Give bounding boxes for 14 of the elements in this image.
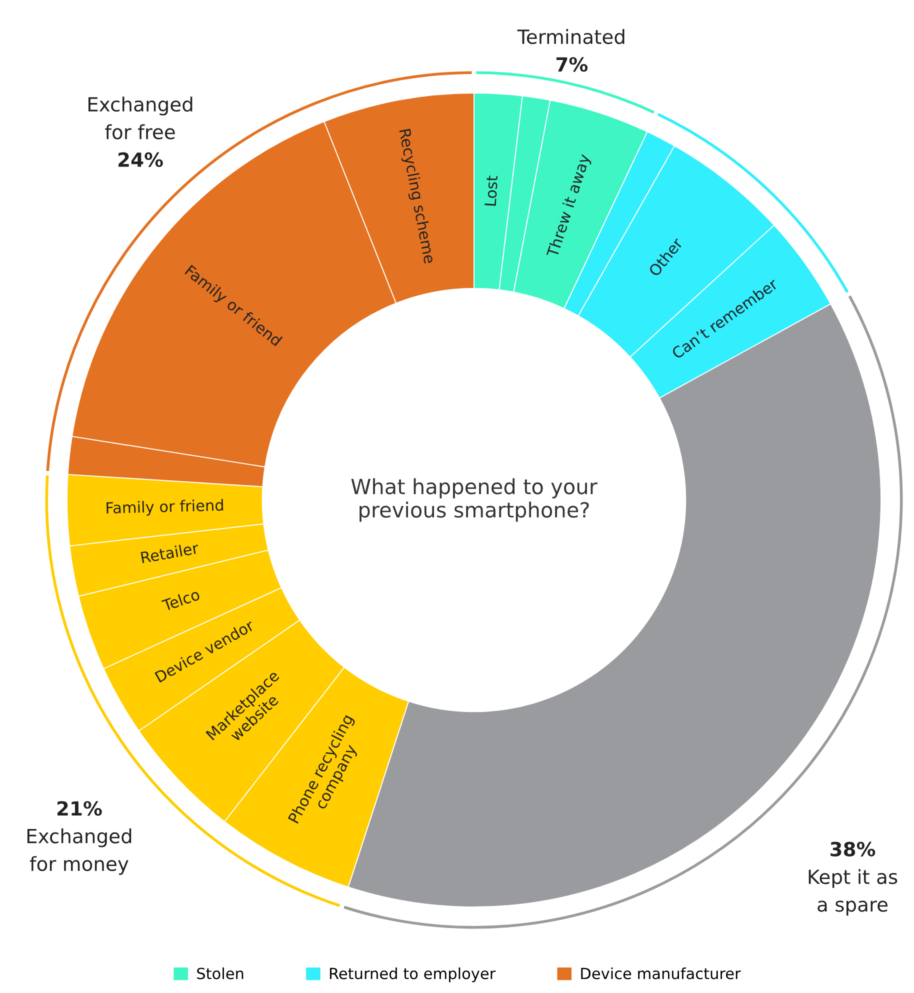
slice-label: Lost xyxy=(484,175,498,206)
legend-label: Device manufacturer xyxy=(581,967,741,980)
text: What happened to your previous smartphone? xyxy=(351,478,598,522)
legend-label: Returned to employer xyxy=(330,967,496,982)
slice-label: Telco xyxy=(161,588,200,612)
text: 21% Exchanged for money xyxy=(27,801,132,875)
text: Exchanged for free 24% xyxy=(88,96,192,168)
slice-label: Retailer xyxy=(140,542,200,564)
text: 38% Kept it as a spare xyxy=(808,842,898,916)
text: Terminated 7% xyxy=(517,29,624,72)
legend-label: Stolen xyxy=(197,967,244,980)
slice-label: Family or friend xyxy=(106,498,224,517)
slice-label: Threw it away xyxy=(546,153,594,260)
slice-label: Recycling scheme xyxy=(396,128,436,264)
